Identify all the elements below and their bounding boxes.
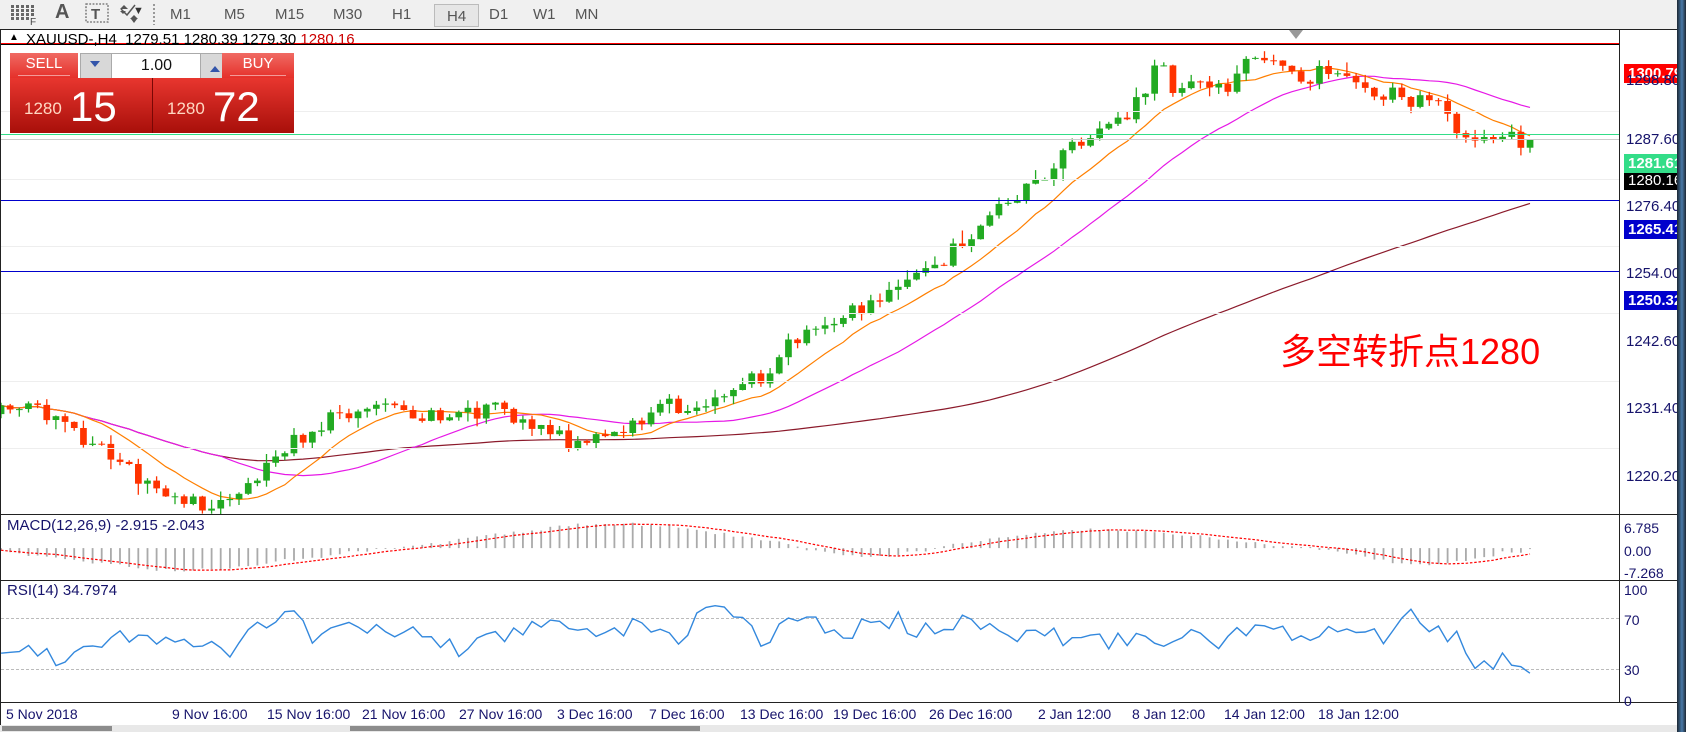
svg-text:F: F (30, 17, 36, 26)
svg-text:T: T (91, 6, 100, 23)
